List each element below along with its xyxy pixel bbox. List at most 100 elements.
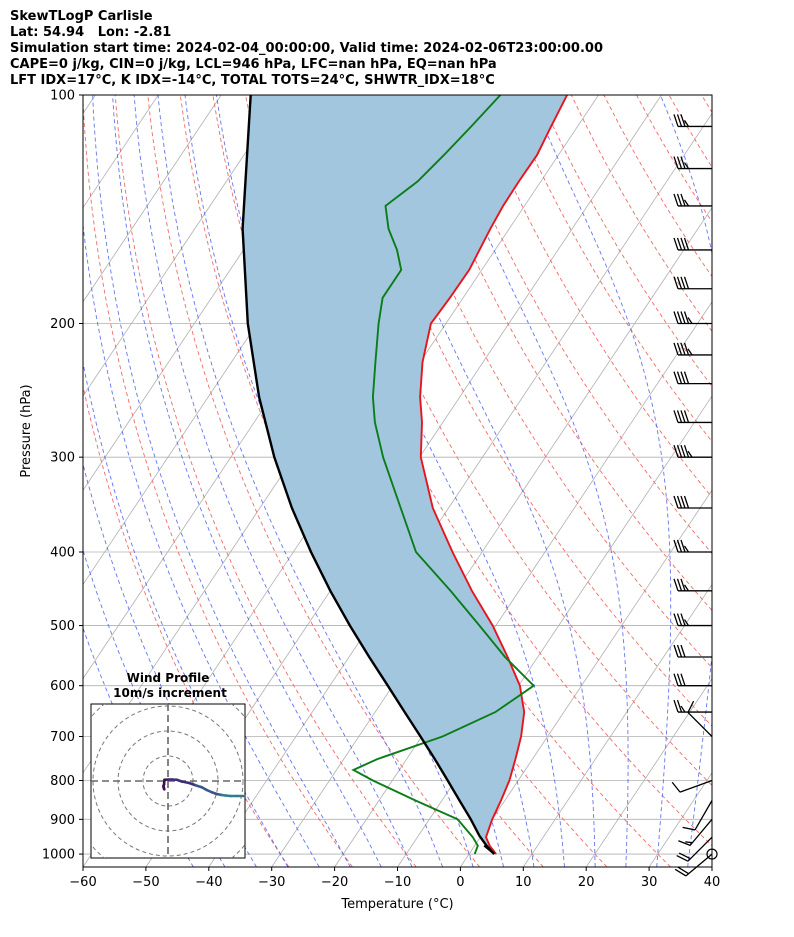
moist-adiabat bbox=[184, 95, 474, 867]
barb-feather bbox=[676, 699, 683, 713]
barb-feather bbox=[683, 120, 690, 127]
hodograph-title: Wind Profile bbox=[127, 671, 210, 685]
barb-feather bbox=[683, 276, 690, 289]
barb-shaft bbox=[694, 800, 713, 831]
barb-feather bbox=[673, 673, 679, 686]
wind-barb bbox=[671, 779, 713, 793]
barb-feather bbox=[687, 317, 693, 324]
wind-barb bbox=[673, 495, 712, 509]
barb-feather bbox=[680, 673, 686, 686]
barb-feather bbox=[677, 866, 689, 875]
barb-feather bbox=[678, 852, 691, 860]
x-tick-label: 40 bbox=[704, 875, 721, 890]
barb-feather bbox=[673, 613, 679, 626]
x-tick-label: −50 bbox=[132, 875, 159, 890]
wind-barb bbox=[678, 818, 713, 846]
moist-adiabat bbox=[719, 95, 794, 867]
wind-barb bbox=[673, 578, 712, 592]
y-tick-label: 600 bbox=[50, 679, 75, 694]
hodograph-subtitle: 10m/s increment bbox=[113, 686, 227, 700]
barb-feather bbox=[676, 371, 683, 384]
dry-adiabat bbox=[734, 95, 794, 867]
wind-barb bbox=[673, 410, 712, 424]
barb-feather bbox=[687, 348, 693, 356]
isotherm-gridline bbox=[0, 95, 32, 867]
moist-adiabat bbox=[83, 221, 320, 867]
barb-feather bbox=[683, 311, 690, 324]
barb-feather bbox=[683, 444, 690, 458]
x-tick-label: 20 bbox=[578, 875, 595, 890]
dry-adiabat bbox=[310, 95, 712, 787]
barb-feather bbox=[673, 311, 679, 324]
cin-shading bbox=[242, 95, 568, 855]
barb-feather bbox=[683, 584, 690, 592]
barb-feather bbox=[683, 342, 690, 356]
x-axis-label: Temperature (°C) bbox=[340, 897, 453, 912]
dry-adiabat bbox=[570, 95, 712, 332]
y-tick-label: 400 bbox=[50, 546, 75, 561]
wind-barb bbox=[673, 644, 712, 658]
barb-feather bbox=[676, 311, 683, 324]
wind-barb bbox=[673, 444, 712, 458]
y-tick-label: 500 bbox=[50, 619, 75, 634]
y-tick-label: 300 bbox=[50, 451, 75, 466]
dry-adiabat bbox=[767, 95, 794, 867]
wind-barb bbox=[673, 699, 712, 713]
barb-feather bbox=[676, 539, 683, 553]
dry-adiabat bbox=[538, 95, 712, 387]
barb-feather bbox=[673, 495, 679, 509]
barb-feather bbox=[676, 495, 683, 509]
x-tick-label: −40 bbox=[195, 875, 222, 890]
barb-feather bbox=[680, 237, 686, 251]
moist-adiabat bbox=[112, 95, 382, 867]
barb-feather bbox=[673, 410, 679, 423]
x-tick-label: 10 bbox=[515, 875, 532, 890]
barb-feather bbox=[673, 539, 679, 553]
barb-feather bbox=[680, 276, 686, 289]
wind-barb bbox=[673, 237, 712, 251]
y-tick-label: 1000 bbox=[42, 848, 75, 863]
temperature-line bbox=[419, 95, 568, 855]
barb-feather bbox=[676, 673, 683, 686]
barb-feather bbox=[680, 644, 686, 658]
barb-feather bbox=[673, 276, 679, 289]
barb-feather bbox=[676, 237, 683, 251]
barb-feather bbox=[676, 444, 683, 458]
barb-feather bbox=[680, 705, 686, 713]
barb-feather bbox=[678, 840, 691, 846]
wind-barb bbox=[674, 853, 713, 877]
barb-feather bbox=[674, 868, 687, 877]
barb-feather bbox=[673, 371, 679, 384]
hodograph-plot bbox=[91, 704, 245, 858]
barb-feather bbox=[676, 410, 683, 423]
barb-feather bbox=[673, 114, 679, 127]
barb-feather bbox=[683, 237, 690, 251]
barb-feather bbox=[680, 371, 686, 384]
wind-barb bbox=[676, 836, 713, 862]
y-tick-label: 100 bbox=[50, 89, 75, 104]
y-tick-label: 800 bbox=[50, 774, 75, 789]
barb-feather bbox=[673, 156, 679, 169]
x-tick-label: −30 bbox=[258, 875, 285, 890]
location-line: Lat: 54.94 Lon: -2.81 bbox=[10, 25, 172, 40]
y-tick-label: 900 bbox=[50, 813, 75, 828]
dry-adiabat bbox=[636, 95, 712, 223]
barb-feather bbox=[683, 619, 690, 626]
moist-adiabat bbox=[659, 95, 712, 867]
barb-shaft bbox=[689, 818, 713, 846]
chart-title: SkewTLogP Carlisle bbox=[10, 9, 153, 24]
dry-adiabat bbox=[179, 95, 544, 867]
barb-feather bbox=[680, 311, 686, 324]
barb-feather bbox=[673, 578, 679, 592]
barb-feather bbox=[680, 410, 686, 423]
barb-feather bbox=[676, 193, 683, 207]
barb-feather bbox=[676, 276, 683, 289]
wind-barb bbox=[673, 114, 712, 128]
isotherm-gridline bbox=[585, 677, 712, 867]
dry-adiabat bbox=[83, 384, 290, 867]
barb-feather bbox=[673, 699, 679, 713]
y-tick-label: 700 bbox=[50, 730, 75, 745]
wind-barb bbox=[673, 311, 712, 325]
barb-feather bbox=[683, 199, 690, 207]
barb-feather bbox=[671, 781, 681, 793]
